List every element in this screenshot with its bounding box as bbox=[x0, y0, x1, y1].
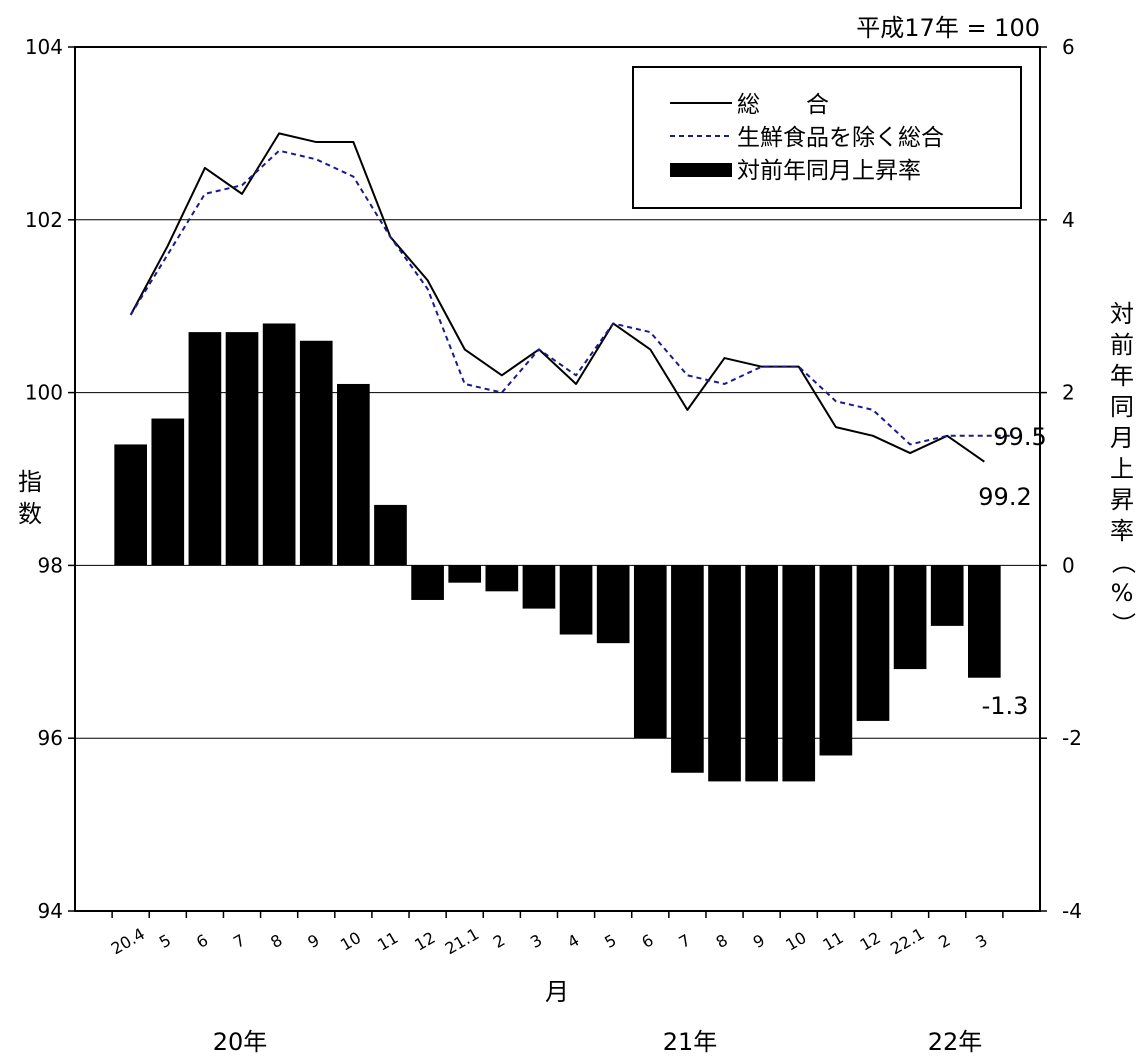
x-tick-label: 10 bbox=[782, 928, 809, 955]
bar bbox=[596, 565, 630, 644]
x-tick-label: 8 bbox=[713, 930, 731, 952]
right-axis-label-char: % bbox=[1111, 579, 1134, 607]
x-tick-label: 6 bbox=[193, 930, 211, 952]
bar bbox=[559, 565, 593, 635]
x-tick-label: 11 bbox=[820, 928, 847, 955]
bar bbox=[671, 565, 704, 773]
bar bbox=[225, 332, 259, 566]
bar bbox=[337, 383, 370, 566]
base-note: 平成17年 = 100 bbox=[856, 14, 1040, 42]
left-tick-label: 102 bbox=[25, 208, 63, 232]
year-label-21: 21年 bbox=[663, 1028, 718, 1056]
right-axis-label-char: ） bbox=[1109, 612, 1137, 636]
bar bbox=[782, 565, 816, 782]
x-tick-label: 20.4 bbox=[108, 924, 148, 958]
bar bbox=[188, 332, 222, 566]
bar bbox=[856, 565, 890, 721]
bar bbox=[114, 444, 148, 566]
bar bbox=[967, 565, 1001, 678]
x-axis-label: 月 bbox=[545, 978, 569, 1006]
x-tick-label: 8 bbox=[267, 930, 285, 952]
year-label-20: 20年 bbox=[213, 1028, 268, 1056]
x-tick-label: 9 bbox=[304, 930, 322, 952]
annotation-rate-last: -1.3 bbox=[982, 692, 1029, 720]
right-axis-label-char: 上 bbox=[1110, 455, 1134, 483]
legend-swatch-rate bbox=[670, 163, 732, 177]
bar bbox=[633, 565, 667, 739]
year-label-22: 22年 bbox=[928, 1028, 983, 1056]
bar bbox=[930, 565, 964, 626]
right-tick-label: 6 bbox=[1062, 35, 1075, 59]
x-tick-label: 7 bbox=[675, 930, 693, 952]
legend-label-core: 生鮮食品を除く総合 bbox=[737, 125, 944, 151]
bar bbox=[522, 565, 556, 609]
x-tick-label: 5 bbox=[156, 930, 174, 952]
bar bbox=[485, 565, 519, 592]
x-tick-label: 9 bbox=[750, 930, 768, 952]
left-tick-label: 94 bbox=[38, 899, 63, 923]
right-axis-label: 対前年同月上昇率 （% ） bbox=[1109, 300, 1137, 636]
bar bbox=[893, 565, 927, 670]
x-tick-label: 3 bbox=[972, 930, 990, 952]
x-tick-label: 12 bbox=[411, 928, 438, 955]
x-tick-label: 2 bbox=[490, 930, 508, 952]
x-tick-label: 22.1 bbox=[887, 924, 927, 958]
left-tick-label: 104 bbox=[25, 35, 63, 59]
x-tick-label: 7 bbox=[230, 930, 248, 952]
right-tick-label: 0 bbox=[1062, 553, 1075, 577]
x-tick-label: 2 bbox=[935, 930, 953, 952]
left-tick-label: 100 bbox=[25, 381, 63, 405]
right-axis-label-char: 昇 bbox=[1110, 486, 1134, 514]
bar bbox=[448, 565, 482, 583]
legend-box bbox=[632, 66, 1022, 209]
line-total bbox=[129, 132, 985, 463]
bar bbox=[819, 565, 853, 756]
x-tick-label: 11 bbox=[374, 928, 401, 955]
bar bbox=[411, 565, 444, 600]
left-tick-label: 98 bbox=[38, 553, 63, 577]
right-axis-label-char: 率 bbox=[1110, 517, 1134, 545]
line-series bbox=[129, 132, 1015, 463]
left-tick-label: 96 bbox=[38, 726, 63, 750]
x-tick-label: 4 bbox=[564, 930, 582, 952]
right-tick-label: 2 bbox=[1062, 381, 1075, 405]
bar bbox=[374, 504, 407, 566]
right-axis-label-char: 対 bbox=[1110, 300, 1134, 328]
right-axis-label-char: （ bbox=[1109, 550, 1137, 574]
annotation-total-last: 99.2 bbox=[978, 483, 1031, 511]
x-tick-label: 12 bbox=[857, 928, 884, 955]
right-axis-label-char: 同 bbox=[1110, 393, 1134, 421]
x-tick-label: 10 bbox=[337, 928, 364, 955]
bar bbox=[708, 565, 741, 782]
bar bbox=[299, 340, 333, 566]
left-axis-label-char-1: 指 bbox=[18, 468, 42, 496]
line-core bbox=[129, 149, 1015, 446]
right-tick-label: 4 bbox=[1062, 208, 1075, 232]
x-tick-label: 5 bbox=[601, 930, 619, 952]
bar bbox=[262, 323, 296, 566]
right-tick-label: -2 bbox=[1062, 726, 1082, 750]
right-tick-label: -4 bbox=[1062, 899, 1082, 923]
x-tick-label: 21.1 bbox=[442, 924, 482, 958]
right-axis-label-char: 年 bbox=[1110, 362, 1134, 390]
legend-label-rate: 対前年同月上昇率 bbox=[737, 158, 921, 184]
x-tick-label: 3 bbox=[527, 930, 545, 952]
left-axis-label-char-2: 数 bbox=[18, 500, 42, 528]
x-tick-label: 6 bbox=[638, 930, 656, 952]
annotation-core-last: 99.5 bbox=[993, 423, 1046, 451]
bar bbox=[151, 418, 185, 566]
bar-series bbox=[114, 323, 1001, 782]
legend-label-total: 総 合 bbox=[737, 92, 829, 118]
bar bbox=[745, 565, 778, 782]
right-axis-label-char: 前 bbox=[1110, 331, 1134, 359]
right-axis-label-char: 月 bbox=[1110, 424, 1134, 452]
legend: 総 合 生鮮食品を除く総合 対前年同月上昇率 bbox=[632, 66, 1022, 209]
